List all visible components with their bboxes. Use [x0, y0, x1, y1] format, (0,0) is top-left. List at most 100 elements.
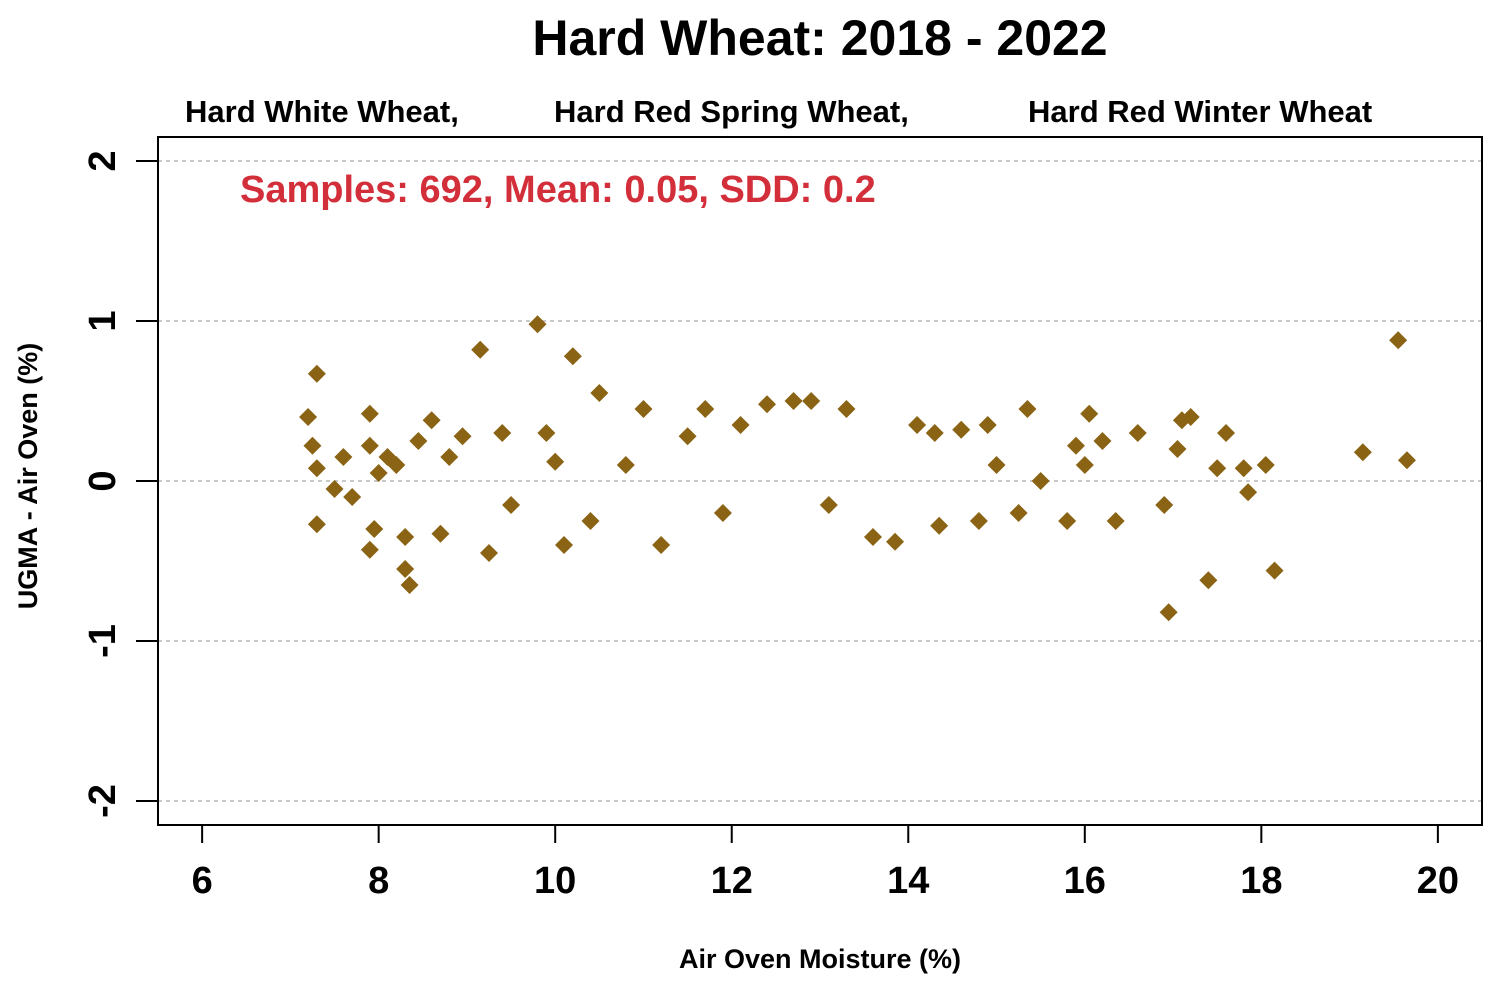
plot-frame — [157, 136, 1483, 826]
grid-lines — [158, 160, 1482, 802]
data-point — [634, 400, 653, 418]
data-point — [969, 512, 988, 530]
x-tick-label-10: 10 — [534, 860, 576, 902]
data-point — [1234, 459, 1253, 478]
y-axis: -2 -1 0 1 2 — [82, 150, 158, 818]
data-point — [784, 392, 803, 410]
data-point — [400, 576, 419, 594]
data-point — [1155, 496, 1174, 514]
y-tick-label-0: 0 — [82, 470, 124, 491]
data-point — [1075, 456, 1094, 474]
data-point — [837, 400, 856, 418]
data-point — [1058, 512, 1077, 530]
data-point — [1389, 331, 1408, 350]
data-point — [409, 432, 428, 450]
data-point — [546, 452, 565, 471]
subtitle-hard-white: Hard White Wheat, — [185, 94, 459, 129]
data-point — [1018, 400, 1037, 418]
data-point — [307, 364, 326, 383]
data-point — [925, 424, 944, 442]
data-point — [369, 464, 388, 482]
data-point — [1031, 472, 1050, 490]
data-point — [1080, 404, 1099, 423]
data-point — [1093, 432, 1112, 450]
data-point — [802, 392, 821, 410]
y-axis-label: UGMA - Air Oven (%) — [13, 343, 43, 610]
x-tick-label-6: 6 — [192, 860, 213, 902]
data-point — [440, 448, 459, 466]
data-point — [303, 436, 322, 455]
data-point — [528, 315, 547, 334]
stats-annotation: Samples: 692, Mean: 0.05, SDD: 0.2 — [240, 169, 876, 211]
x-tick-label-8: 8 — [368, 860, 389, 902]
data-point — [758, 395, 777, 414]
data-point — [453, 427, 472, 446]
data-point — [616, 456, 635, 474]
data-point — [555, 536, 574, 554]
data-points — [299, 315, 1416, 622]
data-point — [360, 404, 379, 423]
data-point — [493, 424, 512, 442]
data-point — [537, 424, 556, 442]
data-point — [471, 340, 490, 359]
data-point — [1239, 483, 1258, 502]
data-point — [987, 456, 1006, 474]
data-point — [1066, 436, 1085, 455]
y-tick-label--1: -1 — [82, 624, 124, 658]
data-point — [819, 496, 838, 514]
data-point — [299, 408, 318, 426]
data-point — [952, 420, 971, 439]
data-point — [360, 436, 379, 455]
y-tick-label-2: 2 — [82, 150, 124, 171]
x-tick-label-20: 20 — [1417, 860, 1459, 902]
data-point — [480, 544, 498, 562]
data-point — [1256, 456, 1275, 474]
data-point — [396, 528, 415, 546]
data-point — [1353, 443, 1372, 462]
x-tick-label-14: 14 — [887, 860, 929, 902]
y-tick-label--2: -2 — [82, 784, 124, 818]
subtitle-hard-red-winter: Hard Red Winter Wheat — [1028, 94, 1372, 129]
data-point — [978, 416, 997, 434]
data-point — [431, 524, 450, 543]
data-point — [365, 520, 384, 538]
x-axis: 6 8 10 12 14 16 18 20 — [192, 825, 1459, 902]
x-tick-label-12: 12 — [711, 860, 753, 902]
data-point — [422, 411, 441, 430]
data-point — [678, 427, 697, 446]
data-point — [502, 496, 521, 514]
data-point — [307, 459, 326, 478]
data-point — [886, 532, 905, 551]
data-point — [396, 560, 415, 578]
data-point — [563, 347, 582, 366]
data-point — [387, 456, 406, 474]
data-point — [731, 416, 750, 434]
data-point — [325, 480, 344, 498]
data-point — [652, 536, 671, 554]
data-point — [307, 515, 326, 534]
data-point — [1181, 408, 1200, 426]
data-point — [590, 384, 609, 402]
chart-title: Hard Wheat: 2018 - 2022 — [532, 10, 1107, 66]
y-tick-label-1: 1 — [82, 310, 124, 331]
data-point — [1208, 459, 1227, 478]
data-point — [1217, 424, 1236, 442]
subtitle-hard-red-spring: Hard Red Spring Wheat, — [554, 94, 909, 129]
data-point — [696, 400, 715, 418]
data-point — [1159, 603, 1178, 622]
data-point — [930, 516, 949, 535]
data-point — [908, 416, 927, 434]
data-point — [360, 540, 379, 559]
data-point — [1106, 512, 1125, 530]
data-point — [343, 488, 362, 506]
data-point — [1168, 440, 1187, 458]
data-point — [1009, 504, 1028, 522]
x-tick-label-16: 16 — [1064, 860, 1106, 902]
x-tick-label-18: 18 — [1240, 860, 1282, 902]
x-axis-label: Air Oven Moisture (%) — [679, 944, 961, 974]
data-point — [334, 448, 353, 466]
data-point — [713, 504, 732, 522]
data-point — [1397, 451, 1416, 470]
data-point — [581, 512, 600, 530]
